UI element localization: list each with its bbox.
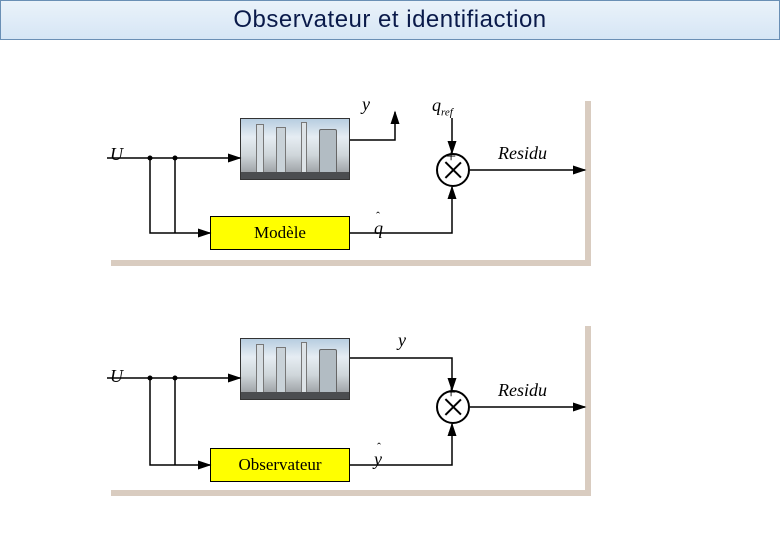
d1-plus: + (446, 146, 456, 167)
d2-input-label: U (110, 366, 123, 387)
d1-y-label: y (362, 94, 370, 115)
d1-model-label: Modèle (254, 223, 306, 243)
d1-minus: - (448, 184, 454, 205)
diagram-canvas: U y qref + - Residu Modèle ˆq U y + - Re… (0, 40, 780, 540)
d1-plant (240, 118, 350, 180)
d2-observer-label: Observateur (238, 455, 321, 475)
d2-y-label: y (398, 330, 406, 351)
d2-plus: + (446, 382, 456, 403)
d1-model-box: Modèle (210, 216, 350, 250)
d1-input-label: U (110, 144, 123, 165)
d1-theta-hat: ˆq (374, 218, 383, 239)
d1-residu: Residu (498, 143, 547, 164)
d2-residu: Residu (498, 380, 547, 401)
d2-y-hat: ˆy (374, 449, 382, 470)
d2-minus: - (448, 421, 454, 442)
d2-observer-box: Observateur (210, 448, 350, 482)
d1-theta-ref: qref (432, 95, 453, 119)
title-text: Observateur et identifiaction (233, 6, 546, 34)
d2-plant (240, 338, 350, 400)
page-title: Observateur et identifiaction (0, 0, 780, 40)
